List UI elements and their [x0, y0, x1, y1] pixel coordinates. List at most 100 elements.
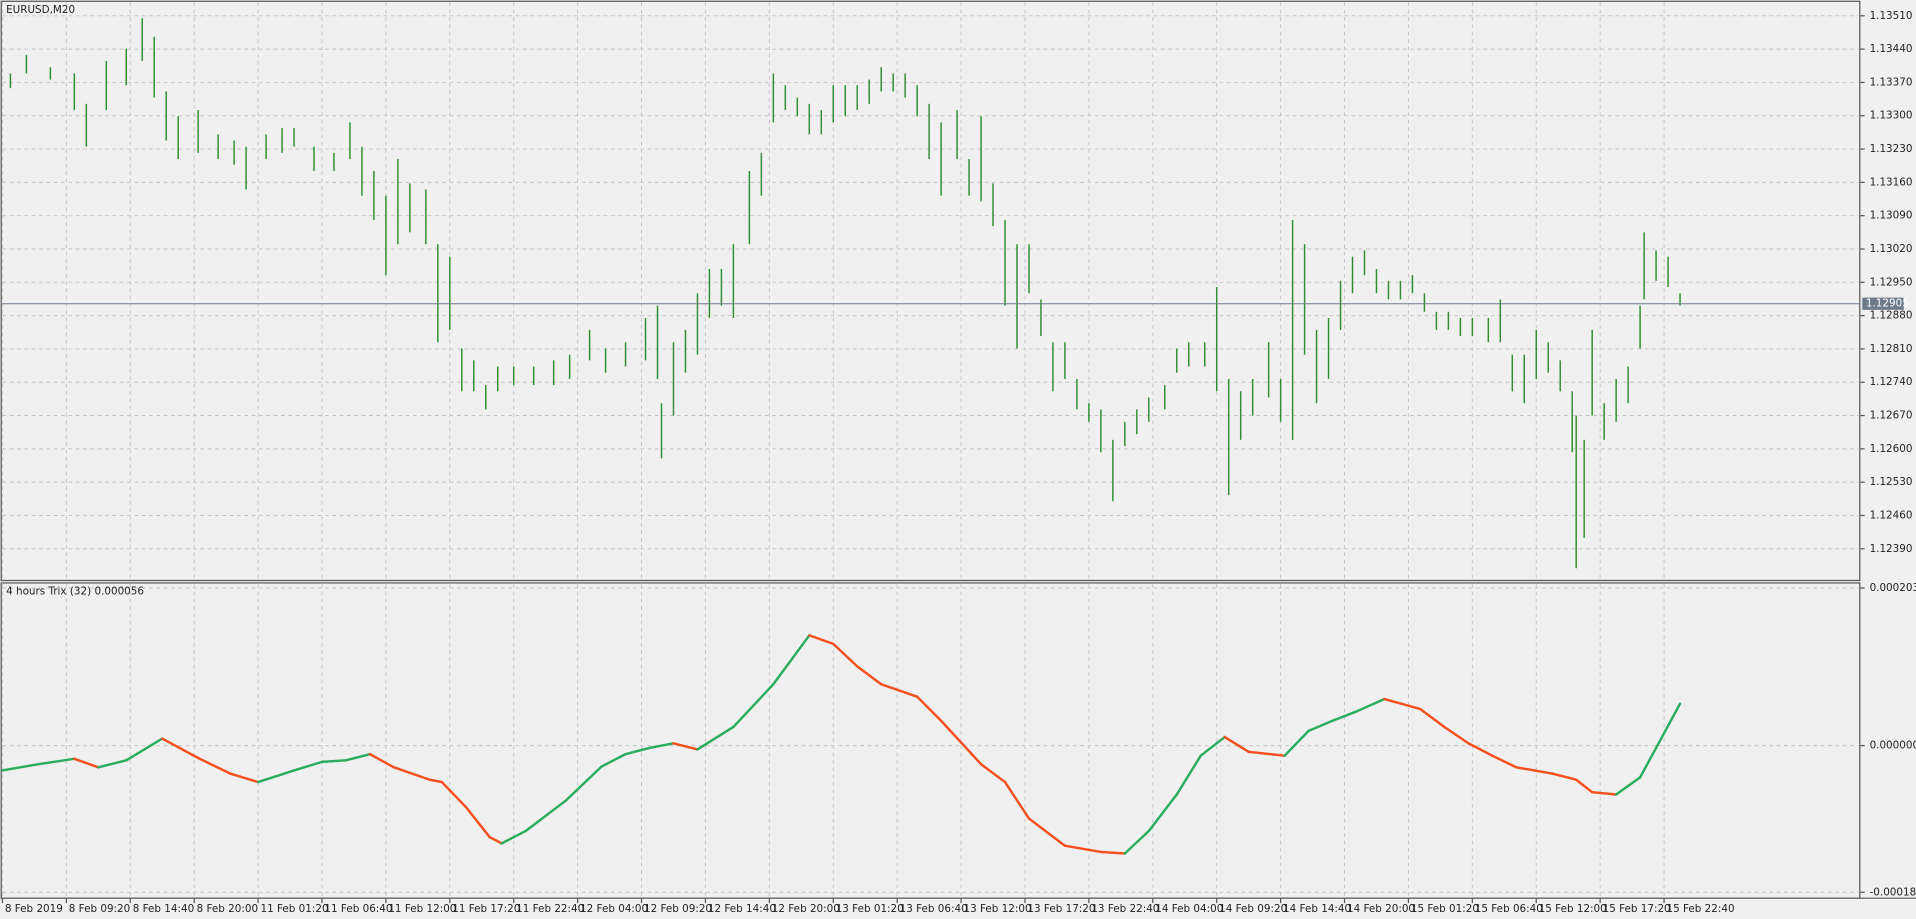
trix-segment: [392, 766, 432, 781]
y-tick-label: 1.12950: [1870, 276, 1913, 288]
x-tick-label: 12 Feb 09:20: [644, 903, 712, 915]
y-tick-label: 0.000000: [1870, 740, 1916, 752]
price-panel: [0, 0, 1861, 582]
y-tick-label: 1.13440: [1870, 43, 1913, 55]
trix-segment: [856, 665, 883, 686]
x-tick-label: 14 Feb 09:20: [1219, 903, 1287, 915]
y-tick-label: 1.13020: [1870, 243, 1913, 255]
panel-title: 4 hours Trix (32) 0.000056: [6, 585, 144, 597]
trix-segment: [1123, 829, 1151, 855]
trix-segment: [1467, 742, 1494, 757]
trix-segment: [228, 772, 260, 784]
x-tick-label: 15 Feb 12:00: [1539, 903, 1607, 915]
x-tick-label: 8 Feb 09:20: [69, 903, 130, 915]
x-tick-label: 11 Feb 12:00: [388, 903, 456, 915]
trix-segment: [368, 752, 396, 769]
trix-segment: [488, 835, 503, 845]
trix-segment: [939, 719, 983, 766]
x-tick-label: 15 Feb 01:20: [1411, 903, 1479, 915]
trix-segment: [879, 683, 919, 698]
y-tick-label: 1.13370: [1870, 76, 1913, 88]
trix-segment: [1614, 776, 1642, 796]
trix-segment: [832, 642, 859, 668]
y-tick-label: 1.12810: [1870, 343, 1913, 355]
y-tick-label: 1.13510: [1870, 10, 1913, 22]
x-tick-label: 8 Feb 20:00: [197, 903, 258, 915]
x-tick-label: 14 Feb 20:00: [1347, 903, 1415, 915]
x-tick-label: 15 Feb 22:40: [1667, 903, 1735, 915]
trix-segment: [37, 757, 76, 766]
trix-segment: [500, 829, 527, 845]
trix-segment: [1662, 702, 1682, 735]
trix-segment: [1027, 817, 1067, 847]
trix-segment: [1574, 778, 1594, 794]
x-tick-label: 13 Feb 22:40: [1091, 903, 1159, 915]
trix-segment: [648, 742, 675, 750]
x-tick-label: 15 Feb 06:40: [1475, 903, 1543, 915]
y-tick-label: 1.12390: [1870, 543, 1913, 555]
x-tick-label: 11 Feb 01:20: [261, 903, 329, 915]
y-tick-label: -0.000189: [1870, 886, 1916, 898]
trix-segment: [808, 634, 835, 646]
y-tick-label: 1.12740: [1870, 376, 1913, 388]
trix-segment: [1003, 780, 1031, 820]
x-tick-label: 12 Feb 14:40: [708, 903, 776, 915]
x-tick-label: 15 Feb 17:20: [1603, 903, 1671, 915]
trix-segment: [772, 634, 811, 686]
trix-segment: [125, 737, 164, 762]
trix-segment: [524, 799, 567, 833]
y-tick-label: 1.12600: [1870, 443, 1913, 455]
trix-segment: [196, 756, 232, 775]
last-price-label: 1.12905: [1866, 298, 1909, 310]
trix-segment: [73, 757, 100, 769]
trix-segment: [320, 759, 348, 764]
trix-segment: [915, 695, 943, 722]
trix-segment: [292, 760, 324, 772]
indicator-panel: [0, 582, 1861, 899]
trix-segment: [1443, 725, 1470, 745]
x-tick-label: 11 Feb 06:40: [324, 903, 392, 915]
trix-segment: [732, 683, 775, 729]
trix-segment: [1199, 735, 1226, 757]
trix-segment: [1247, 750, 1286, 757]
trix-segment: [256, 769, 296, 784]
trix-segment: [1307, 719, 1334, 733]
trix-segment: [1638, 731, 1666, 779]
x-tick-label: 13 Feb 01:20: [836, 903, 904, 915]
y-tick-label: 1.12530: [1870, 476, 1913, 488]
x-tick-label: 11 Feb 22:40: [516, 903, 584, 915]
x-tick-label: 8 Feb 14:40: [133, 903, 194, 915]
trix-segment: [428, 778, 444, 784]
y-tick-label: 1.12670: [1870, 410, 1913, 422]
trix-segment: [1283, 729, 1310, 757]
trix-segment: [440, 780, 468, 809]
x-tick-label: 12 Feb 20:00: [772, 903, 840, 915]
y-tick-label: 1.13160: [1870, 176, 1913, 188]
x-tick-label: 13 Feb 06:40: [900, 903, 968, 915]
x-tick-label: 13 Feb 12:00: [964, 903, 1032, 915]
trix-segment: [564, 765, 603, 802]
trix-segment: [624, 746, 651, 756]
trix-segment: [1491, 754, 1518, 769]
trix-segment: [979, 762, 1007, 784]
trix-segment: [1, 762, 40, 772]
panel-title: EURUSD,M20: [6, 4, 75, 16]
trix-segment: [1590, 790, 1618, 796]
trix-segment: [1419, 707, 1446, 729]
trix-segment: [1099, 850, 1127, 855]
y-tick-label: 1.13300: [1870, 110, 1913, 122]
x-tick-label: 12 Feb 04:00: [580, 903, 648, 915]
trix-segment: [160, 737, 200, 760]
trix-segment: [600, 752, 627, 768]
x-tick-label: 14 Feb 14:40: [1283, 903, 1351, 915]
trix-segment: [1515, 766, 1554, 775]
trix-segment: [1355, 697, 1386, 713]
trix-segment: [344, 752, 372, 762]
trix-segment: [464, 805, 491, 839]
last-price-box: [1862, 297, 1904, 310]
trix-segment: [1551, 772, 1578, 781]
y-tick-label: 1.12880: [1870, 310, 1913, 322]
x-tick-label: 14 Feb 04:00: [1155, 903, 1223, 915]
trix-segment: [1175, 754, 1202, 796]
